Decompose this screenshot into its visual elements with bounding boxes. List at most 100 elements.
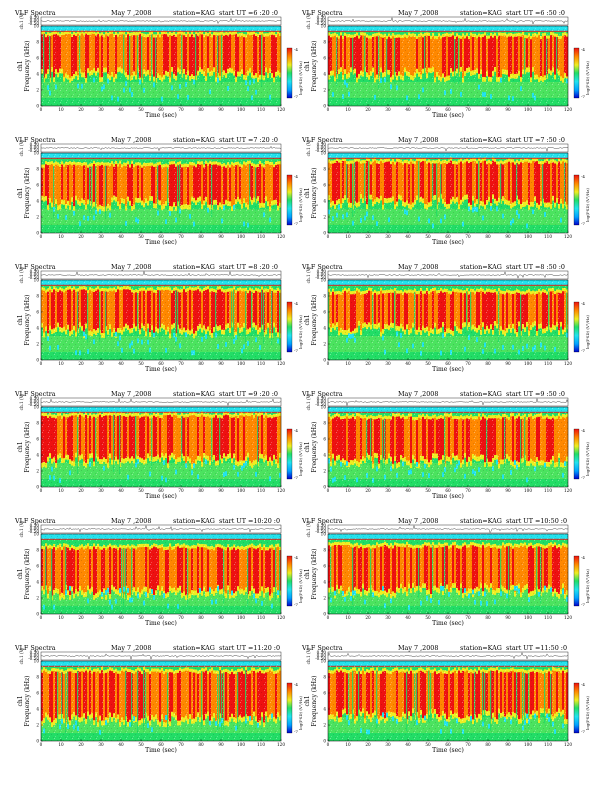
x-tick-label: 20 (78, 107, 84, 112)
x-tick-label: 50 (425, 107, 431, 112)
x-tick-label: 10 (58, 488, 64, 493)
x-tick-label: 60 (158, 615, 164, 620)
waveform-tick-label: 0.50 (317, 15, 327, 20)
waveform-tick-label: -0.50 (28, 275, 39, 280)
y-tick-label: 2 (36, 596, 39, 601)
panel-title-start: start UT =9 :50 :0 (506, 390, 565, 398)
x-tick-label: 90 (218, 361, 224, 366)
waveform-trace (327, 146, 569, 152)
spectrogram-panel-2: VLF Spectra May 7 ,2008 station=KAG start U… (301, 9, 590, 119)
waveform-ylabel: ch.1 (V) (19, 12, 24, 29)
x-tick-label: 80 (198, 742, 204, 747)
colorbar-tick-label: -4 (294, 428, 298, 433)
x-tick-label: 0 (327, 361, 330, 366)
x-tick-label: 100 (524, 107, 532, 112)
y-tick-label: 10 (321, 659, 327, 664)
y-axis-label: Frequency (kHz) (311, 40, 318, 91)
colorbar (286, 47, 293, 99)
x-tick-label: 120 (277, 234, 285, 239)
x-axis-label: Time (sec) (432, 747, 464, 754)
x-tick-label: 40 (118, 488, 124, 493)
panel-title-date: May 7 ,2008 (111, 9, 151, 17)
x-tick-label: 100 (524, 742, 532, 747)
y-tick-label: 10 (34, 151, 40, 156)
colorbar-tick-label: -7 (294, 602, 298, 607)
waveform-tick-label: -0.50 (28, 148, 39, 153)
x-tick-label: 20 (365, 742, 371, 747)
y-axis-label: Frequency (kHz) (311, 294, 318, 345)
y-tick-label: 0 (323, 358, 326, 363)
y-tick-label: 10 (321, 151, 327, 156)
y-tick-label: 0 (323, 104, 326, 109)
y-tick-label: 6 (36, 564, 39, 569)
x-tick-label: 70 (178, 234, 184, 239)
colorbar-label: log(PSD) (V²/Hz) (585, 61, 590, 95)
x-tick-label: 110 (544, 488, 552, 493)
x-tick-label: 110 (544, 361, 552, 366)
y-axis-channel-label: ch1 (17, 441, 24, 452)
waveform-tick-label: 0.50 (30, 650, 40, 655)
x-tick-label: 100 (524, 234, 532, 239)
colorbar-label: log(PSD) (V²/Hz) (585, 188, 590, 222)
x-axis-label: Time (sec) (145, 366, 177, 373)
y-tick-label: 0 (323, 485, 326, 490)
waveform-ylabel: ch.1 (V) (19, 393, 24, 410)
y-tick-label: 0 (323, 739, 326, 744)
waveform-trace (40, 17, 282, 24)
y-tick-label: 10 (34, 24, 40, 29)
panel-title-start: start UT =7 :50 :0 (506, 136, 565, 144)
panel-title-prefix: VLF Spectra (14, 263, 56, 271)
x-tick-label: 50 (138, 615, 144, 620)
waveform-tick-label: 0.00 (30, 399, 40, 404)
waveform-tick-label: -0.50 (28, 402, 39, 407)
panel-title-start: start UT =7 :20 :0 (219, 136, 278, 144)
colorbar-tick-label: -4 (581, 555, 585, 560)
y-tick-label: 6 (36, 183, 39, 188)
panel-title-start: start UT =10:50 :0 (506, 517, 567, 525)
x-tick-label: 90 (505, 361, 511, 366)
y-tick-label: 4 (36, 199, 39, 204)
x-tick-label: 50 (138, 742, 144, 747)
x-tick-label: 20 (365, 234, 371, 239)
waveform-tick-label: -0.50 (315, 21, 326, 26)
panel-title-station: station=KAG (173, 136, 215, 144)
y-tick-label: 6 (323, 183, 326, 188)
y-tick-label: 4 (323, 72, 326, 77)
waveform-trace (327, 652, 569, 660)
y-tick-label: 6 (323, 691, 326, 696)
speckle-overlay (328, 534, 568, 614)
y-tick-label: 4 (36, 326, 39, 331)
panel-title-date: May 7 ,2008 (111, 263, 151, 271)
x-tick-label: 30 (98, 107, 104, 112)
x-axis-label: Time (sec) (432, 112, 464, 119)
x-tick-label: 50 (425, 361, 431, 366)
colorbar-label: log(PSD) (V²/Hz) (585, 315, 590, 349)
y-tick-label: 2 (36, 215, 39, 220)
x-tick-label: 120 (564, 742, 572, 747)
x-tick-label: 80 (198, 107, 204, 112)
speckle-overlay (328, 661, 568, 741)
x-tick-label: 20 (78, 615, 84, 620)
panel-title-date: May 7 ,2008 (398, 9, 438, 17)
panel-title-start: start UT =8 :20 :0 (219, 263, 278, 271)
panel-title-station: station=KAG (173, 644, 215, 652)
panel-title-prefix: VLF Spectra (14, 517, 56, 525)
y-tick-label: 4 (323, 453, 326, 458)
speckle-overlay (328, 407, 568, 487)
waveform-tick-label: -0.50 (315, 402, 326, 407)
spectrogram-image (41, 280, 282, 360)
y-tick-label: 8 (323, 548, 326, 553)
x-tick-label: 70 (465, 361, 471, 366)
waveform-tick-label: 0.50 (317, 650, 327, 655)
colorbar (573, 174, 580, 226)
panel-title-start: start UT =6 :50 :0 (506, 9, 565, 17)
x-tick-label: 60 (158, 361, 164, 366)
y-axis-channel-label: ch1 (304, 568, 311, 579)
x-tick-label: 110 (257, 742, 265, 747)
x-tick-label: 0 (40, 742, 43, 747)
x-tick-label: 20 (78, 742, 84, 747)
panel-title-date: May 7 ,2008 (111, 390, 151, 398)
panel-title-station: station=KAG (460, 644, 502, 652)
y-tick-label: 2 (36, 723, 39, 728)
colorbar-label: log(PSD) (V²/Hz) (585, 569, 590, 603)
